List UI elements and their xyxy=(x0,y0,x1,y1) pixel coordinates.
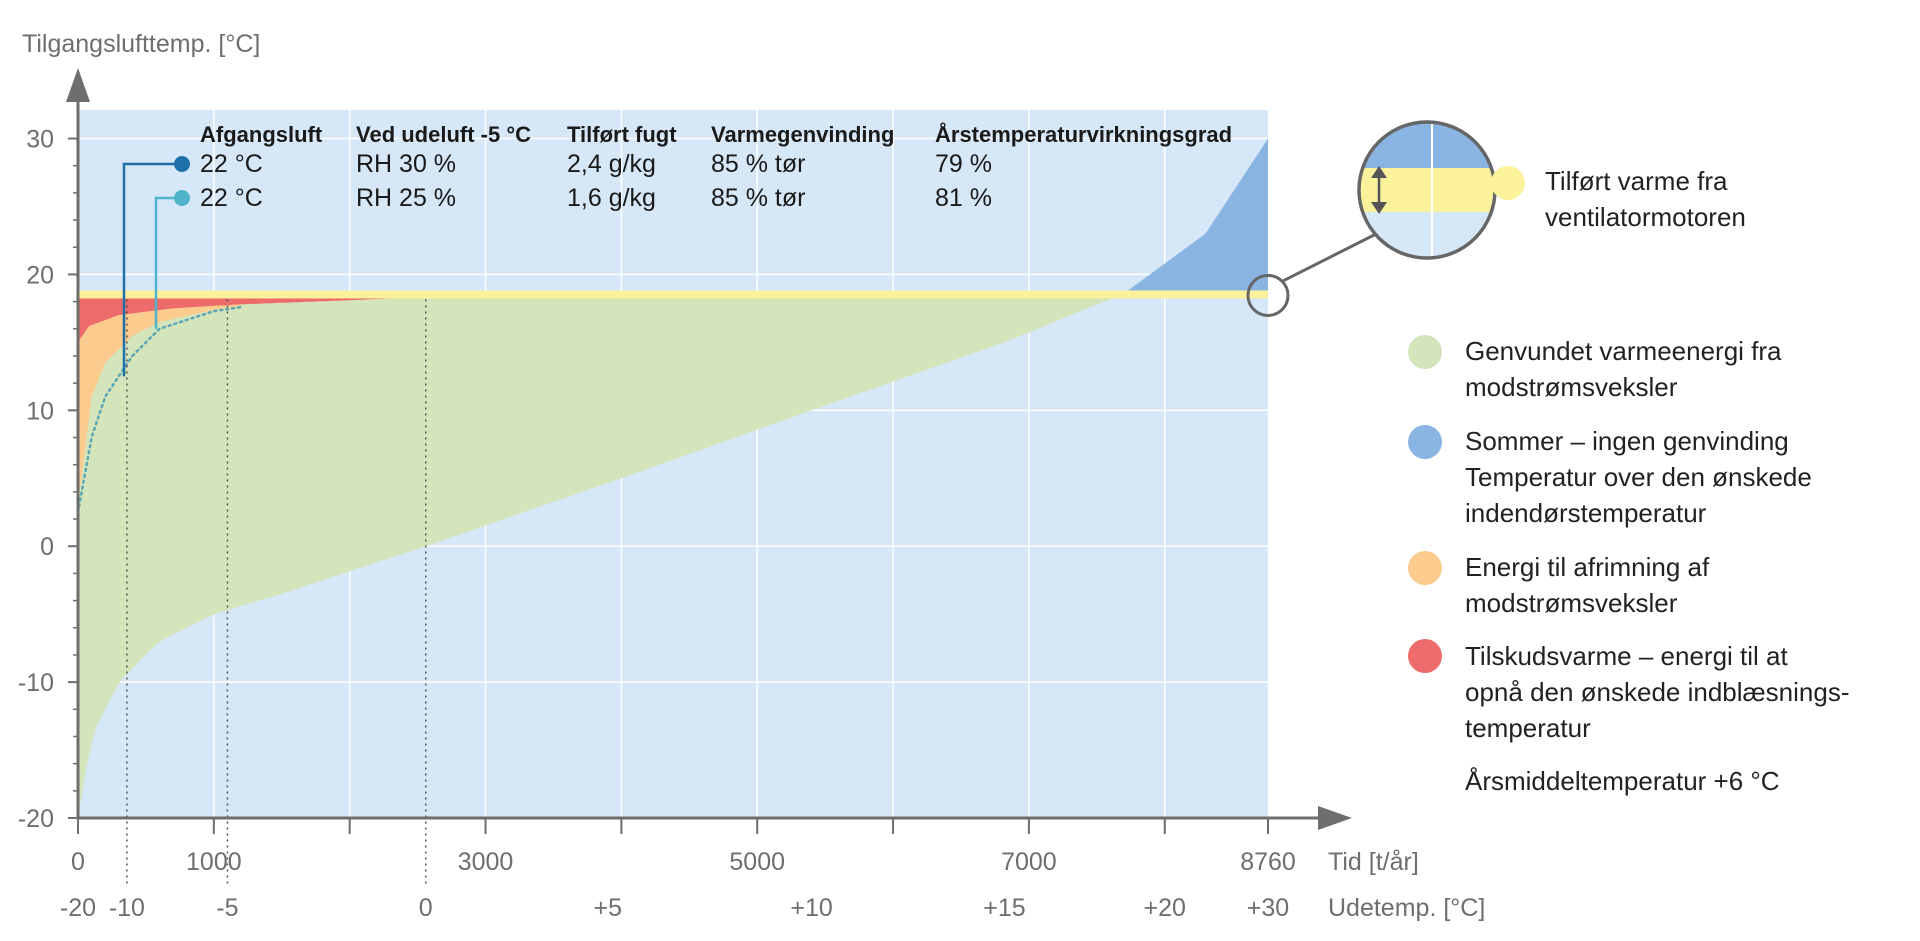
data-table: Afgangsluft Ved udeluft -5 °C Tilført fugt… xyxy=(122,121,1232,377)
x-tick-label: 1000 xyxy=(186,848,242,876)
outdoor-tick-label: +20 xyxy=(1144,894,1186,922)
y-tick-label: 30 xyxy=(26,126,54,154)
magnifier-content xyxy=(1359,122,1495,258)
axes: 30 20 10 0 -10 -20 0 1000 3000 5000 7000 8760 -20 -10… xyxy=(18,68,1352,922)
table-header: Afgangsluft xyxy=(200,122,323,147)
legend-swatch-defrost xyxy=(1408,551,1442,585)
legend-label-defrost: Energi til afrimning af xyxy=(1465,552,1710,582)
table-cell: 85 % tør xyxy=(711,150,805,178)
x-axis-arrow-icon xyxy=(1318,806,1352,830)
legend-swatch-fan xyxy=(1491,166,1525,200)
legend-label-summer: Sommer – ingen genvinding xyxy=(1465,426,1789,456)
table-cell: 85 % tør xyxy=(711,184,805,212)
table-cell: RH 30 % xyxy=(356,150,456,178)
table-cell: 81 % xyxy=(935,184,992,212)
magnifier-arrow-up-icon xyxy=(1371,166,1387,178)
x-tick-label: 8760 xyxy=(1240,848,1296,876)
x-tick-label: 7000 xyxy=(1001,848,1057,876)
table-row-pointer-line xyxy=(122,162,182,377)
recovered-heat-area xyxy=(78,293,1124,818)
outdoor-tick-label: +5 xyxy=(594,894,623,922)
legend-label-fan: Tilført varme fra xyxy=(1545,166,1728,196)
table-cell: 22 °C xyxy=(200,150,263,178)
legend-label-supplementary: Tilskudsvarme – energi til at xyxy=(1465,641,1788,671)
y-tick-label: 0 xyxy=(40,533,54,561)
y-tick-label: -20 xyxy=(18,805,54,833)
table-header: Ved udeluft -5 °C xyxy=(356,122,531,147)
legend-label-recovered: modstrømsveksler xyxy=(1465,372,1678,402)
y-tick-label: 20 xyxy=(26,261,54,289)
table-header: Årstemperaturvirkningsgrad xyxy=(935,121,1232,147)
table-row-marker xyxy=(174,156,190,172)
table-cell: 2,4 g/kg xyxy=(567,150,656,178)
table-cell: 1,6 g/kg xyxy=(567,184,656,212)
plot-area xyxy=(76,110,1497,885)
y-tick-label: -10 xyxy=(18,669,54,697)
outdoor-tick-label: 0 xyxy=(419,894,433,922)
table-cell: RH 25 % xyxy=(356,184,456,212)
table-header: Varmegenvinding xyxy=(711,122,894,147)
table-header: Tilført fugt xyxy=(567,122,677,147)
legend-label-summer: Temperatur over den ønskede xyxy=(1465,462,1812,492)
y-axis-arrow-icon xyxy=(66,68,90,102)
outdoor-tick-label: -20 xyxy=(60,894,96,922)
summer-area xyxy=(1124,138,1268,294)
legend-swatch-summer xyxy=(1408,425,1442,459)
table-row-pointer-line xyxy=(154,196,182,329)
table-cell: 79 % xyxy=(935,150,992,178)
table-row-marker xyxy=(174,190,190,206)
outdoor-tick-label: +15 xyxy=(983,894,1025,922)
x-tick-label: 3000 xyxy=(458,848,514,876)
magnifier-arrow-down-icon xyxy=(1371,202,1387,214)
legend-label-supplementary: temperatur xyxy=(1465,713,1591,743)
legend-label-fan: ventilatormotoren xyxy=(1545,202,1746,232)
fan-heat-band xyxy=(78,290,1268,299)
outdoor-tick-label: -5 xyxy=(216,894,238,922)
zoom-marker-circle xyxy=(1246,273,1290,317)
legend-swatch-recovered xyxy=(1408,335,1442,369)
legend-label-recovered: Genvundet varmeenergi fra xyxy=(1465,336,1782,366)
legend-label-supplementary: opnå den ønskede indblæsnings- xyxy=(1465,677,1849,707)
outdoor-axis-label: Udetemp. [°C] xyxy=(1328,894,1485,922)
supplementary-heat-area xyxy=(78,293,438,343)
x-axis-label: Tid [t/år] xyxy=(1328,848,1419,876)
y-axis-label: Tilgangslufttemp. [°C] xyxy=(22,30,260,58)
x-tick-label: 0 xyxy=(71,848,85,876)
x-tick-label: 5000 xyxy=(729,848,785,876)
table-cell: 22 °C xyxy=(200,184,263,212)
zoom-connector-line xyxy=(1281,230,1381,283)
annual-mean-text: Årsmiddeltemperatur +6 °C xyxy=(1465,766,1780,796)
y-tick-label: 10 xyxy=(26,397,54,425)
defrost-energy-area xyxy=(78,304,241,506)
outdoor-tick-label: -10 xyxy=(109,894,145,922)
legend: Tilført varme fra ventilatormotoren Genvun… xyxy=(1408,166,1849,743)
magnifier-summer-band xyxy=(1359,122,1495,170)
legend-label-summer: indendørstemperatur xyxy=(1465,498,1707,528)
legend-label-defrost: modstrømsveksler xyxy=(1465,588,1678,618)
outdoor-tick-label: +10 xyxy=(790,894,832,922)
outdoor-tick-label: +30 xyxy=(1247,894,1289,922)
recovered-curve-dotted xyxy=(76,305,243,514)
legend-swatch-supplementary xyxy=(1408,639,1442,673)
